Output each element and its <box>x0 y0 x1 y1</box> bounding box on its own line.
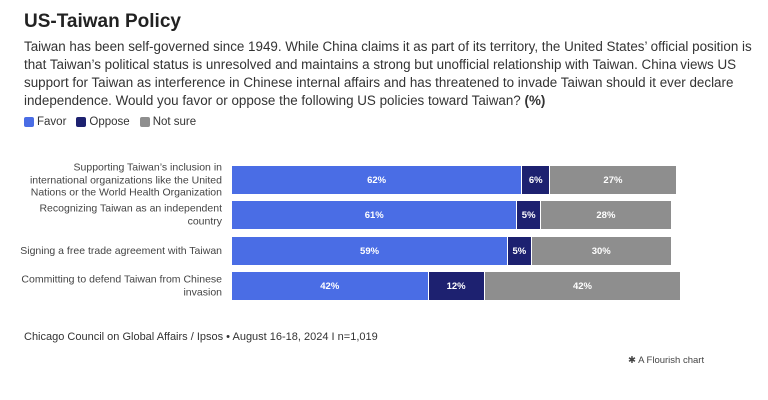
legend-swatch <box>24 117 34 127</box>
credit[interactable]: ✱ A Flourish chart <box>628 355 705 366</box>
value-label: 12% <box>446 280 466 292</box>
subtitle: Taiwan has been self-governed since 1949… <box>24 38 754 110</box>
value-label: 42% <box>320 280 340 292</box>
legend: Favor Oppose Not sure <box>24 116 196 128</box>
bar-segment: 42% <box>232 272 429 300</box>
chart-title: US-Taiwan Policy <box>24 11 181 32</box>
category-label: Supporting Taiwan’s inclusion in interna… <box>29 161 222 199</box>
legend-item: Oppose <box>76 116 130 128</box>
value-label: 30% <box>591 245 611 257</box>
bar-segment: 28% <box>540 201 672 229</box>
value-label: 6% <box>528 174 543 186</box>
legend-label: Oppose <box>89 116 130 128</box>
bar-segment: 62% <box>232 166 523 194</box>
legend-swatch <box>76 117 87 127</box>
bar-segment: 5% <box>508 237 532 265</box>
bar-segment: 59% <box>232 237 509 265</box>
subtitle-text: Taiwan has been self-governed since 1949… <box>24 39 752 108</box>
value-label: 5% <box>521 209 536 221</box>
value-label: 59% <box>360 245 380 257</box>
value-label: 61% <box>364 209 384 221</box>
bar-segment: 42% <box>484 272 682 300</box>
value-label: 27% <box>603 174 623 186</box>
legend-label: Not sure <box>152 116 197 128</box>
bar-segment: 5% <box>517 201 541 229</box>
legend-label: Favor <box>37 116 67 128</box>
source: Chicago Council on Global Affairs / Ipso… <box>24 331 378 343</box>
bar-segment: 12% <box>428 272 485 300</box>
legend-item: Not sure <box>139 116 197 128</box>
bar-segment: 30% <box>531 237 672 265</box>
bar-segment: 27% <box>550 166 677 194</box>
value-label: 5% <box>512 245 527 257</box>
unit-note: (%) <box>524 93 546 108</box>
category-label: Committing to defend Taiwan from Chinese… <box>21 273 222 299</box>
bar-segment: 6% <box>522 166 551 194</box>
value-label: 62% <box>367 174 387 186</box>
category-label: Signing a free trade agreement with Taiw… <box>20 244 222 257</box>
value-label: 28% <box>596 209 616 221</box>
credit-text[interactable]: A Flourish chart <box>638 355 705 366</box>
category-label: Recognizing Taiwan as an independent cou… <box>39 202 222 228</box>
value-label: 42% <box>572 280 592 292</box>
legend-item: Favor <box>24 116 66 128</box>
legend-swatch <box>139 117 150 127</box>
bar-segment: 61% <box>232 201 518 229</box>
